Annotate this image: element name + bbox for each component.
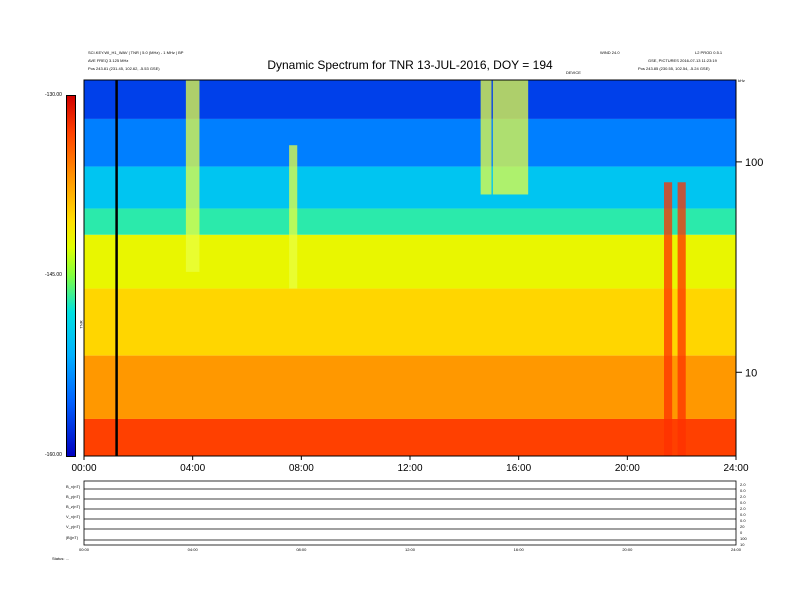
chart-title: Dynamic Spectrum for TNR 13-JUL-2016, DO… [267, 58, 553, 72]
header-info-right-1: WIND 24.0 [600, 50, 620, 55]
x-tick-label: 08:00 [289, 463, 314, 474]
burst-5 [664, 182, 673, 456]
heatmap-layer [84, 80, 736, 456]
colorbar [66, 95, 76, 457]
bottom-right-tick-3: 2.0 [740, 494, 746, 499]
colorbar-min-label: -160.00 [45, 452, 62, 458]
bottom-label-1: B_x(nT) [66, 484, 81, 489]
y-tick-label: 100 [745, 157, 763, 169]
x-tick-label: 12:00 [397, 463, 422, 474]
x-tick-label: 16:00 [506, 463, 531, 474]
header-info-left-3: Pos 243.81 (231.45, 102.62, -5.53 GSE) [88, 66, 160, 71]
status-label: Status: ... [52, 556, 69, 561]
y-unit-label: kHz [738, 78, 745, 83]
colorbar-mid-label: -145.00 [45, 272, 62, 278]
bottom-label-2: B_y(nT) [66, 494, 81, 499]
bottom-right-tick-8: 20 [740, 524, 745, 529]
bottom-label-4: V_x(nT) [66, 514, 81, 519]
y-axis-ticks: 10 100 [736, 157, 763, 379]
burst-4 [492, 80, 529, 195]
bottom-x-tick-label: 04:00 [188, 547, 199, 552]
header-info-left-1: SCI.KEY.WI_H1_WAV | TNR | 5.0 (MHz) - 1 … [88, 50, 184, 55]
bottom-right-tick-10: 100 [740, 536, 747, 541]
bottom-label-5: V_y(nT) [66, 524, 81, 529]
x-tick-label: 20:00 [615, 463, 640, 474]
bottom-right-tick-9: 0 [740, 530, 743, 535]
bottom-right-tick-6: 0.0 [740, 512, 746, 517]
bottom-x-tick-label: 00:00 [79, 547, 90, 552]
bottom-right-tick-5: 2.0 [740, 506, 746, 511]
header-info-left-2: AVE FREQ 3.125 MHz [88, 58, 129, 63]
bottom-x-tick-label: 24:00 [731, 547, 742, 552]
bottom-x-tick-label: 16:00 [514, 547, 525, 552]
burst-1 [185, 80, 200, 272]
x-tick-label: 00:00 [71, 463, 96, 474]
header-info-right-4: Pos 243.85 (230.55, 102.54, -5.24 GSE) [638, 66, 710, 71]
bottom-right-tick-4: 0.0 [740, 500, 746, 505]
bottom-right-tick-7: 0.0 [740, 518, 746, 523]
bottom-x-tick-label: 12:00 [405, 547, 416, 552]
colorbar-max-label: -130.00 [45, 92, 62, 98]
header-device-label: DEVICE [566, 70, 581, 75]
bottom-label-3: B_z(nT) [66, 504, 81, 509]
x-tick-label: 24:00 [723, 463, 748, 474]
bottom-x-tick-label: 20:00 [622, 547, 633, 552]
bottom-right-tick-1: 2.0 [740, 482, 746, 487]
bottom-right-tick-2: 0.0 [740, 488, 746, 493]
y-tick-label: 10 [745, 367, 757, 379]
intensity-band-6 [84, 288, 736, 356]
bottom-panel-lines: 00:00 04:00 08:00 12:00 16:00 20:00 24:00 [79, 488, 742, 552]
x-axis-ticks: 00:00 04:00 08:00 12:00 16:00 20:00 24:00 [71, 456, 749, 474]
bottom-label-6: |B|(nT) [66, 535, 79, 540]
burst-2 [289, 145, 298, 289]
burst-3 [480, 80, 492, 195]
burst-6 [677, 182, 686, 456]
header-info-right-2: L2 PROD 0.5.1 [695, 50, 723, 55]
bottom-x-tick-label: 08:00 [296, 547, 307, 552]
x-tick-label: 04:00 [180, 463, 205, 474]
bottom-panel-frame [83, 480, 737, 546]
intensity-band-7 [84, 355, 736, 419]
bottom-right-tick-11: 10 [740, 542, 745, 547]
header-info-right-3: GSE, PICTURES 2016-07-13 11:23:19 [648, 58, 717, 63]
intensity-band-8 [84, 418, 736, 456]
